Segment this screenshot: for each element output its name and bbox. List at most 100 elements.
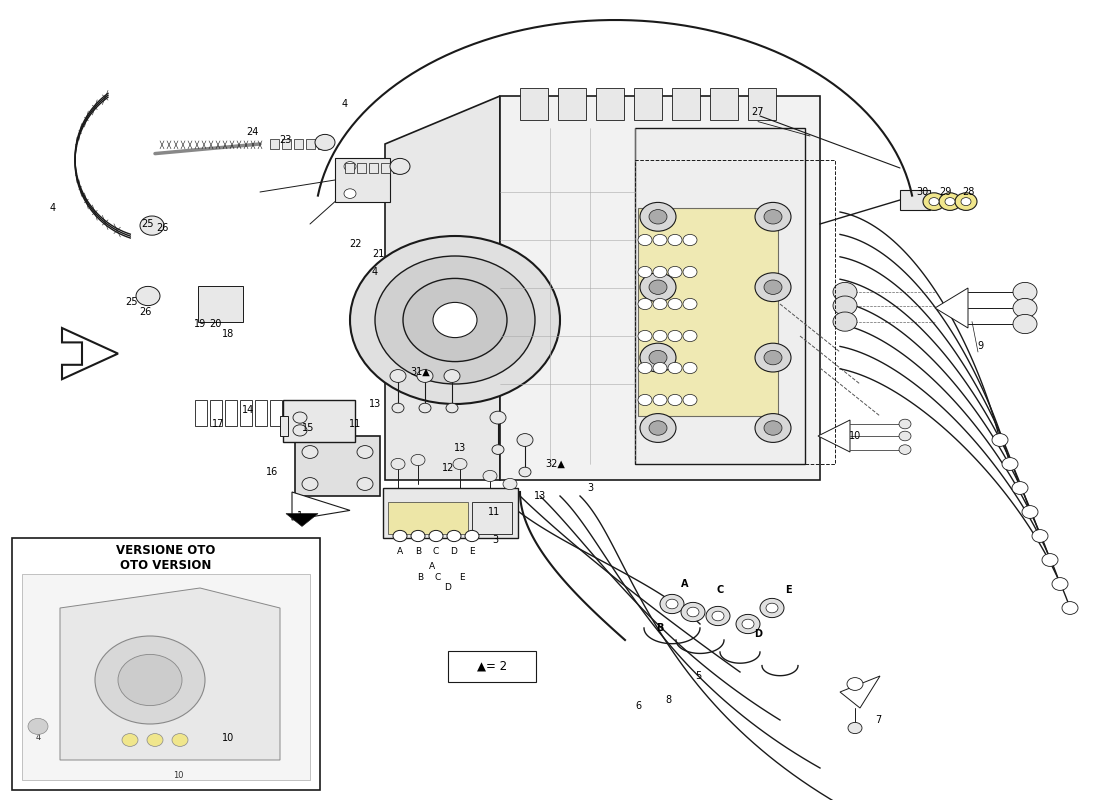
- Circle shape: [483, 470, 497, 482]
- Circle shape: [315, 134, 336, 150]
- Bar: [255, 400, 267, 426]
- Circle shape: [899, 419, 911, 429]
- Bar: [12, 538, 320, 790]
- Circle shape: [453, 458, 468, 470]
- Circle shape: [503, 478, 517, 490]
- Text: D: D: [444, 583, 451, 593]
- Bar: [282, 139, 292, 149]
- Text: classicpartners
        1105: classicpartners 1105: [653, 330, 786, 374]
- Text: D: D: [451, 547, 458, 557]
- Bar: [638, 208, 778, 416]
- Circle shape: [640, 273, 676, 302]
- Circle shape: [28, 718, 48, 734]
- Text: 11: 11: [349, 419, 361, 429]
- Text: C: C: [716, 586, 724, 595]
- Bar: [596, 88, 624, 120]
- Circle shape: [764, 210, 782, 224]
- Circle shape: [517, 434, 534, 446]
- Text: 19: 19: [194, 319, 206, 329]
- Polygon shape: [286, 514, 318, 526]
- Circle shape: [683, 298, 697, 310]
- Circle shape: [638, 330, 652, 342]
- Text: 4: 4: [342, 99, 348, 109]
- Circle shape: [755, 202, 791, 231]
- Circle shape: [649, 280, 667, 294]
- Text: E: E: [470, 547, 475, 557]
- Circle shape: [766, 603, 778, 613]
- Text: 27: 27: [751, 107, 764, 117]
- Circle shape: [833, 282, 857, 302]
- Polygon shape: [818, 420, 850, 452]
- Circle shape: [429, 530, 443, 542]
- Circle shape: [961, 198, 971, 206]
- Polygon shape: [60, 588, 280, 760]
- Circle shape: [465, 530, 478, 542]
- Circle shape: [95, 636, 205, 724]
- Circle shape: [939, 193, 961, 210]
- Circle shape: [136, 286, 160, 306]
- Bar: [270, 400, 282, 426]
- Circle shape: [992, 434, 1008, 446]
- Circle shape: [1002, 458, 1018, 470]
- Circle shape: [393, 530, 407, 542]
- Circle shape: [755, 414, 791, 442]
- Bar: [383, 488, 518, 538]
- Circle shape: [649, 421, 667, 435]
- Circle shape: [519, 467, 531, 477]
- Text: 26: 26: [139, 307, 151, 317]
- Circle shape: [302, 446, 318, 458]
- Text: 12: 12: [442, 463, 454, 473]
- Circle shape: [653, 234, 667, 246]
- Text: 32▲: 32▲: [546, 459, 565, 469]
- Circle shape: [653, 394, 667, 406]
- Circle shape: [899, 431, 911, 441]
- Circle shape: [653, 330, 667, 342]
- Circle shape: [358, 446, 373, 458]
- Bar: [900, 190, 930, 210]
- Circle shape: [688, 607, 698, 617]
- Circle shape: [955, 193, 977, 210]
- Text: 11: 11: [488, 507, 501, 517]
- Bar: [306, 139, 315, 149]
- Text: B: B: [417, 573, 424, 582]
- Circle shape: [446, 403, 458, 413]
- Bar: [634, 88, 662, 120]
- Circle shape: [839, 287, 851, 297]
- Circle shape: [1052, 578, 1068, 590]
- Bar: [295, 436, 380, 496]
- Text: 4: 4: [372, 267, 378, 277]
- Text: B: B: [657, 623, 663, 633]
- Bar: [381, 163, 390, 173]
- Bar: [358, 163, 366, 173]
- Circle shape: [444, 370, 460, 382]
- Circle shape: [490, 411, 506, 424]
- Bar: [280, 416, 288, 436]
- Circle shape: [640, 414, 676, 442]
- Circle shape: [848, 722, 862, 734]
- Circle shape: [653, 298, 667, 310]
- Circle shape: [638, 362, 652, 374]
- Circle shape: [668, 234, 682, 246]
- Circle shape: [122, 734, 138, 746]
- Text: 23: 23: [278, 135, 292, 145]
- Bar: [710, 88, 738, 120]
- Polygon shape: [385, 96, 501, 480]
- Text: 5: 5: [695, 671, 701, 681]
- Text: 14: 14: [242, 405, 254, 414]
- Circle shape: [638, 298, 652, 310]
- Text: 24: 24: [245, 127, 258, 137]
- Circle shape: [392, 403, 404, 413]
- Text: E: E: [459, 573, 465, 582]
- Bar: [210, 400, 222, 426]
- Circle shape: [736, 614, 760, 634]
- Circle shape: [683, 362, 697, 374]
- Bar: [748, 88, 775, 120]
- Circle shape: [649, 350, 667, 365]
- Circle shape: [847, 678, 864, 690]
- Circle shape: [764, 280, 782, 294]
- Text: 4: 4: [35, 733, 41, 742]
- Text: B: B: [415, 547, 421, 557]
- Bar: [635, 160, 835, 464]
- Bar: [318, 139, 327, 149]
- Text: 29: 29: [938, 187, 952, 197]
